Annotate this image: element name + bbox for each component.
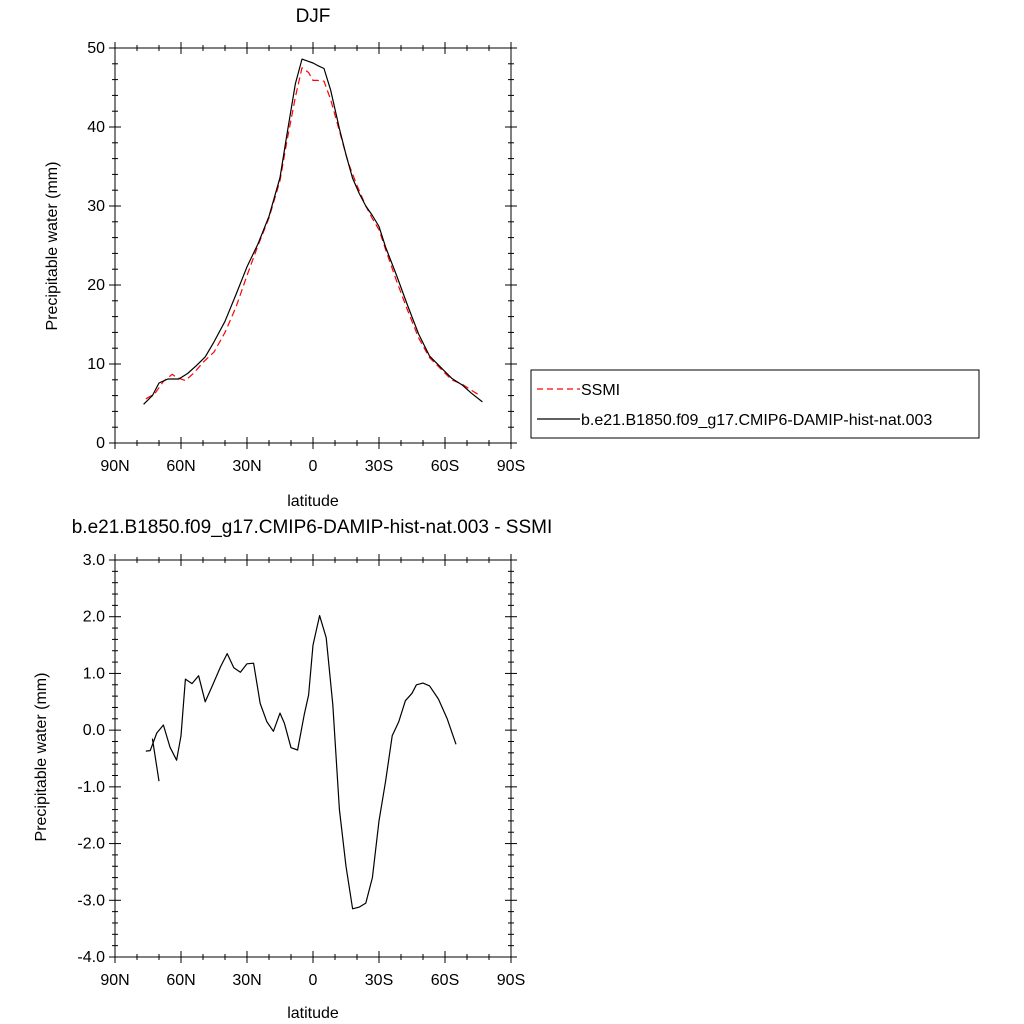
y-tick-label: 20 — [87, 277, 105, 294]
top-y-axis: 0 10 20 30 40 50 — [87, 40, 517, 452]
y-tick-label: -3.0 — [77, 892, 105, 909]
y-tick-label: 30 — [87, 198, 105, 215]
y-tick-label: 2.0 — [83, 609, 105, 626]
x-tick-label: 90S — [497, 458, 525, 475]
top-y-axis-label: Precipitable water (mm) — [44, 162, 61, 331]
x-tick-label: 0 — [309, 458, 318, 475]
x-tick-label: 60S — [431, 458, 459, 475]
top-series-line-1 — [143, 58, 483, 405]
y-tick-label: -2.0 — [77, 836, 105, 853]
y-tick-label: -4.0 — [77, 949, 105, 966]
bottom-y-axis: -4.0 -3.0 -2.0 -1.0 0.0 1.0 2.0 3.0 — [77, 552, 517, 966]
bottom-y-axis-label: Precipitable water (mm) — [33, 673, 50, 842]
top-series-line-0 — [145, 67, 481, 400]
bottom-series-group — [145, 614, 457, 910]
bottom-series-line-0-seg-0 — [145, 614, 457, 910]
top-x-axis: 90N 60N 30N 0 30S 60S 90S — [100, 42, 525, 475]
x-tick-label: 60S — [431, 972, 459, 989]
bottom-x-axis-label: latitude — [287, 1005, 339, 1022]
x-tick-label: 90N — [100, 458, 129, 475]
bottom-panel: b.e21.B1850.f09_g17.CMIP6-DAMIP-hist-nat… — [33, 517, 552, 1022]
legend-box — [530, 369, 980, 439]
y-tick-label: 0 — [96, 435, 105, 452]
top-plot-frame — [114, 47, 512, 444]
x-tick-label: 90S — [497, 972, 525, 989]
legend: SSMI b.e21.B1850.f09_g17.CMIP6-DAMIP-his… — [530, 369, 980, 439]
bottom-x-axis: 90N 60N 30N 0 30S 60S 90S — [100, 554, 525, 989]
top-series-group — [143, 58, 483, 405]
x-tick-label: 30N — [232, 972, 261, 989]
top-chart-title: DJF — [296, 6, 331, 27]
x-tick-label: 30N — [232, 458, 261, 475]
bottom-plot-frame — [114, 559, 512, 958]
x-tick-label: 60N — [166, 972, 195, 989]
y-tick-label: 40 — [87, 119, 105, 136]
bottom-chart-title: b.e21.B1850.f09_g17.CMIP6-DAMIP-hist-nat… — [72, 517, 553, 538]
x-tick-label: 0 — [309, 972, 318, 989]
top-panel: DJF 0 10 20 30 40 50 90N 60N 30N 0 30S 60S 90S lati… — [44, 6, 980, 510]
x-tick-label: 30S — [365, 458, 393, 475]
x-tick-label: 30S — [365, 972, 393, 989]
y-tick-label: -1.0 — [77, 779, 105, 796]
legend-label-ssmi: SSMI — [581, 382, 620, 399]
x-tick-label: 90N — [100, 972, 129, 989]
bottom-series-line-0-seg-1 — [151, 738, 160, 782]
top-x-axis-label: latitude — [287, 493, 339, 510]
y-tick-label: 1.0 — [83, 665, 105, 682]
y-tick-label: 10 — [87, 356, 105, 373]
legend-label-model: b.e21.B1850.f09_g17.CMIP6-DAMIP-hist-nat… — [581, 412, 932, 429]
y-tick-label: 3.0 — [83, 552, 105, 569]
y-tick-label: 50 — [87, 40, 105, 57]
x-tick-label: 60N — [166, 458, 195, 475]
y-tick-label: 0.0 — [83, 722, 105, 739]
